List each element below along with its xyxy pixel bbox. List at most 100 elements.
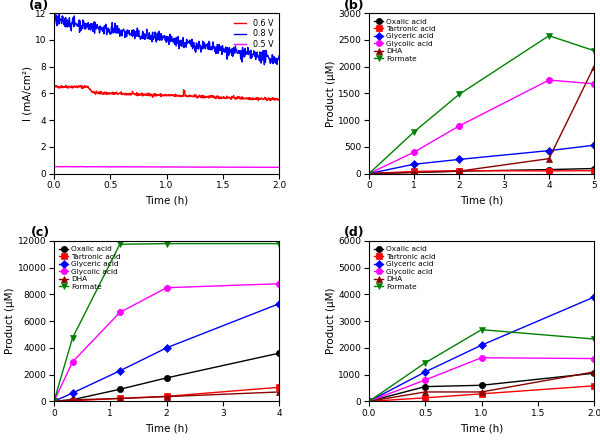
0.8 V [261, 62, 268, 67]
Glyceric acid [455, 157, 463, 162]
DHA [365, 171, 373, 176]
DHA [50, 399, 58, 404]
Glycolic acid [50, 399, 58, 404]
Glycolic acid [422, 377, 429, 383]
Line: Glyceric acid: Glyceric acid [366, 142, 597, 177]
0.5 V [152, 164, 160, 170]
Line: DHA: DHA [366, 64, 597, 177]
Oxalic acid [116, 387, 124, 392]
Formate [590, 48, 598, 53]
Line: Formate: Formate [366, 326, 597, 404]
Glycolic acid [365, 399, 373, 404]
0.5 V [220, 164, 227, 170]
Glycolic acid [69, 359, 76, 365]
Glycolic acid [590, 356, 598, 361]
DHA [590, 369, 598, 374]
DHA [545, 156, 553, 161]
Tartronic acid [365, 399, 373, 404]
DHA [478, 389, 485, 395]
Formate [545, 33, 553, 38]
Glyceric acid [422, 369, 429, 374]
Tartronic acid [590, 383, 598, 389]
Legend: Oxalic acid, Tartronic acid, Glyceric acid, Glycolic acid, DHA, Formate: Oxalic acid, Tartronic acid, Glyceric ac… [373, 17, 437, 64]
Line: Glyceric acid: Glyceric acid [51, 301, 282, 404]
Text: (c): (c) [31, 226, 49, 239]
Glyceric acid [590, 295, 598, 300]
0.8 V [275, 53, 283, 59]
Oxalic acid [590, 370, 598, 376]
Legend: 0.6 V, 0.8 V, 0.5 V: 0.6 V, 0.8 V, 0.5 V [233, 17, 275, 51]
Glyceric acid [365, 171, 373, 176]
DHA [69, 397, 76, 403]
X-axis label: Time (h): Time (h) [145, 196, 188, 206]
0.6 V [184, 93, 191, 99]
Oxalic acid [545, 167, 553, 172]
0.8 V [56, 11, 63, 16]
Glyceric acid [478, 343, 485, 348]
Y-axis label: I (mA/cm²): I (mA/cm²) [22, 66, 32, 121]
Tartronic acid [275, 385, 283, 390]
Line: 0.5 V: 0.5 V [54, 167, 279, 168]
0.6 V [152, 91, 160, 97]
0.6 V [109, 91, 116, 97]
0.8 V [109, 20, 116, 25]
0.5 V [184, 164, 191, 170]
Line: Glyceric acid: Glyceric acid [366, 294, 597, 404]
Line: 0.6 V: 0.6 V [54, 86, 279, 101]
Oxalic acid [275, 351, 283, 356]
Line: Glycolic acid: Glycolic acid [366, 355, 597, 404]
Tartronic acid [545, 168, 553, 174]
Line: Glycolic acid: Glycolic acid [51, 280, 282, 404]
0.6 V [275, 97, 283, 102]
Formate [422, 360, 429, 366]
Glycolic acid [410, 149, 418, 155]
Formate [590, 336, 598, 342]
Legend: Oxalic acid, Tartronic acid, Glyceric acid, Glycolic acid, DHA, Formate: Oxalic acid, Tartronic acid, Glyceric ac… [58, 245, 122, 291]
Text: (b): (b) [344, 0, 365, 11]
Tartronic acid [69, 398, 76, 404]
Line: Tartronic acid: Tartronic acid [366, 168, 597, 177]
0.6 V [91, 90, 98, 95]
Oxalic acid [478, 383, 485, 388]
Formate [365, 171, 373, 176]
Oxalic acid [365, 399, 373, 404]
DHA [116, 396, 124, 401]
Glyceric acid [545, 148, 553, 153]
Tartronic acid [163, 394, 170, 399]
Line: Oxalic acid: Oxalic acid [366, 370, 597, 404]
0.5 V [257, 165, 264, 170]
Glycolic acid [545, 78, 553, 83]
Tartronic acid [422, 395, 429, 400]
Oxalic acid [422, 384, 429, 389]
0.5 V [275, 164, 283, 170]
Oxalic acid [410, 170, 418, 175]
Tartronic acid [116, 396, 124, 401]
DHA [422, 389, 429, 395]
Line: Formate: Formate [51, 240, 282, 404]
0.5 V [201, 164, 208, 170]
Line: Oxalic acid: Oxalic acid [51, 350, 282, 404]
Formate [365, 399, 373, 404]
Oxalic acid [50, 399, 58, 404]
Formate [410, 129, 418, 135]
Glyceric acid [365, 399, 373, 404]
Formate [116, 242, 124, 247]
Line: DHA: DHA [366, 369, 597, 404]
Line: 0.8 V: 0.8 V [54, 14, 279, 65]
Line: DHA: DHA [51, 389, 282, 404]
Tartronic acid [410, 169, 418, 174]
X-axis label: Time (h): Time (h) [145, 423, 188, 434]
DHA [163, 394, 170, 399]
Glycolic acid [275, 281, 283, 286]
Glycolic acid [116, 310, 124, 315]
Glycolic acid [455, 123, 463, 129]
Line: Tartronic acid: Tartronic acid [366, 383, 597, 404]
Tartronic acid [365, 171, 373, 176]
Y-axis label: Product (μM): Product (μM) [5, 288, 15, 355]
X-axis label: Time (h): Time (h) [460, 196, 503, 206]
0.6 V [220, 96, 227, 101]
Formate [69, 335, 76, 340]
Y-axis label: Product (μM): Product (μM) [326, 60, 335, 127]
DHA [365, 399, 373, 404]
Line: Tartronic acid: Tartronic acid [51, 384, 282, 404]
